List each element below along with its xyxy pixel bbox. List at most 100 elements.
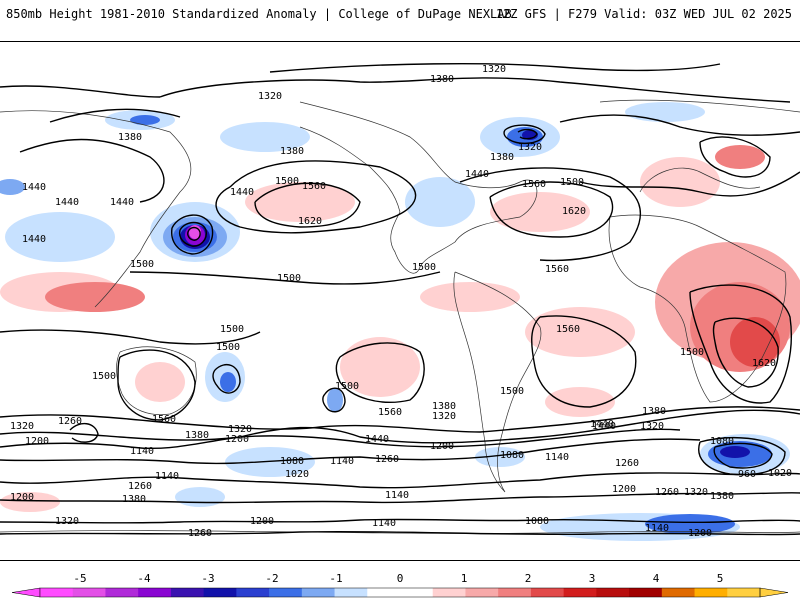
anomaly-blob [220,372,236,392]
contour-line [171,214,214,255]
contour-line [0,472,800,489]
contour-label: 1140 [155,471,179,482]
colorbar-segment [498,588,532,597]
contour-label: 1140 [385,490,409,501]
contour-line [254,182,361,228]
contour-labels: 1320 1380 1320 1380 1440 1440 1440 1380 … [10,64,792,539]
contour-line [531,315,637,408]
contour-label: 1500 [130,259,154,270]
contour-line [689,284,792,404]
contour-label: 1500 [412,262,436,273]
contour-line [713,442,773,469]
contour-label: 1140 [645,523,669,534]
contour-label: 1140 [130,446,154,457]
colorbar-tick-label: -5 [73,572,87,585]
contour-label: 1320 [684,487,708,498]
contour-line [269,63,721,73]
contour-label: 1560 [302,181,326,192]
contour-line [459,167,641,262]
contour-label: 1200 [430,441,454,452]
contour-label: 1320 [518,142,542,153]
contour-label: 1440 [592,421,616,432]
contour-label: 1440 [465,169,489,180]
contour-label: 1380 [280,146,304,157]
contour-label: 1440 [110,197,134,208]
contour-line [517,128,538,140]
anomaly-blob [545,387,615,417]
contour-label: 1320 [482,64,506,75]
contour-line [0,530,800,536]
contour-label: 1380 [122,494,146,505]
contour-line [69,423,99,443]
contour-label: 1560 [378,407,402,418]
contour-label: 1080 [710,436,734,447]
contour-label: 1320 [640,421,664,432]
contour-label: 1560 [556,324,580,335]
contour-label: 1440 [590,419,614,430]
contour-line [0,428,681,450]
contour-line [0,518,800,524]
contour-line [559,114,800,136]
contour-label: 1020 [768,468,792,479]
contour-label: 1080 [525,516,549,527]
contour-label: 1140 [545,452,569,463]
contour-label: 1500 [220,324,244,335]
contour-label: 1200 [10,492,34,503]
contour-label: 1260 [128,481,152,492]
coastline-north-america [299,101,538,274]
contour-label: 1500 [500,386,524,397]
contour-label: 1320 [432,411,456,422]
colorbar-segment [629,588,663,597]
contour-label: 1200 [688,528,712,539]
colorbar-right-arrow [759,587,789,598]
anomaly-blob [715,145,765,169]
anomaly-blob [135,362,185,402]
model-run-info: 12Z GFS | F279 Valid: 03Z WED JUL 02 202… [495,7,792,21]
contour-label: 1320 [258,91,282,102]
colorbar-left-arrow [11,587,41,598]
contour-line [159,77,791,103]
anomaly-blob [405,177,475,227]
contour-line [712,317,779,388]
colorbar-segment [138,588,172,597]
contour-label: 1500 [680,347,704,358]
height-contours [0,63,800,536]
colorbar-tick-label: 3 [588,572,596,585]
contour-line [0,329,261,345]
anomaly-blob [625,102,705,122]
colorbar-segment [694,588,728,597]
colorbar-segment [236,588,270,597]
colorbar-tick-label: -1 [329,572,343,585]
contour-label: 1500 [216,342,240,353]
contour-label: 1380 [642,406,666,417]
contour-line [579,171,800,197]
contour-label: 1140 [372,518,396,529]
world-map: 1320 1380 1320 1380 1440 1440 1440 1380 … [0,41,800,561]
contour-label: 1080 [500,450,524,461]
contour-label: 1560 [545,264,569,275]
anomaly-blob [130,115,160,125]
contour-line [187,226,201,241]
anomaly-blob [645,514,735,534]
anomaly-blob [640,157,720,207]
anomaly-blob [490,192,590,232]
contour-line [212,363,241,394]
contour-label: 1500 [560,177,584,188]
colorbar-labels: -5 -4 -3 -2 -1 0 1 2 3 4 5 [0,572,800,586]
anomaly-blob [340,337,420,397]
contour-label: 960 [738,469,756,480]
anomaly-blob [720,446,750,458]
contour-line [117,349,196,421]
anomaly-blob [525,307,635,357]
contour-line [129,271,441,285]
contour-label: 1200 [612,484,636,495]
anomaly-blob [5,212,115,262]
contour-label: 1260 [188,528,212,539]
colorbar-tick-label: 2 [524,572,532,585]
colorbar-tick-label: 0 [396,572,404,585]
contour-label: 1200 [250,516,274,527]
header-bar: 850mb Height 1981-2010 Standardized Anom… [0,0,800,26]
colorbar-segment [661,588,696,597]
colorbar-tick-label: 4 [652,572,660,585]
coastline-europe-asia [0,99,800,308]
